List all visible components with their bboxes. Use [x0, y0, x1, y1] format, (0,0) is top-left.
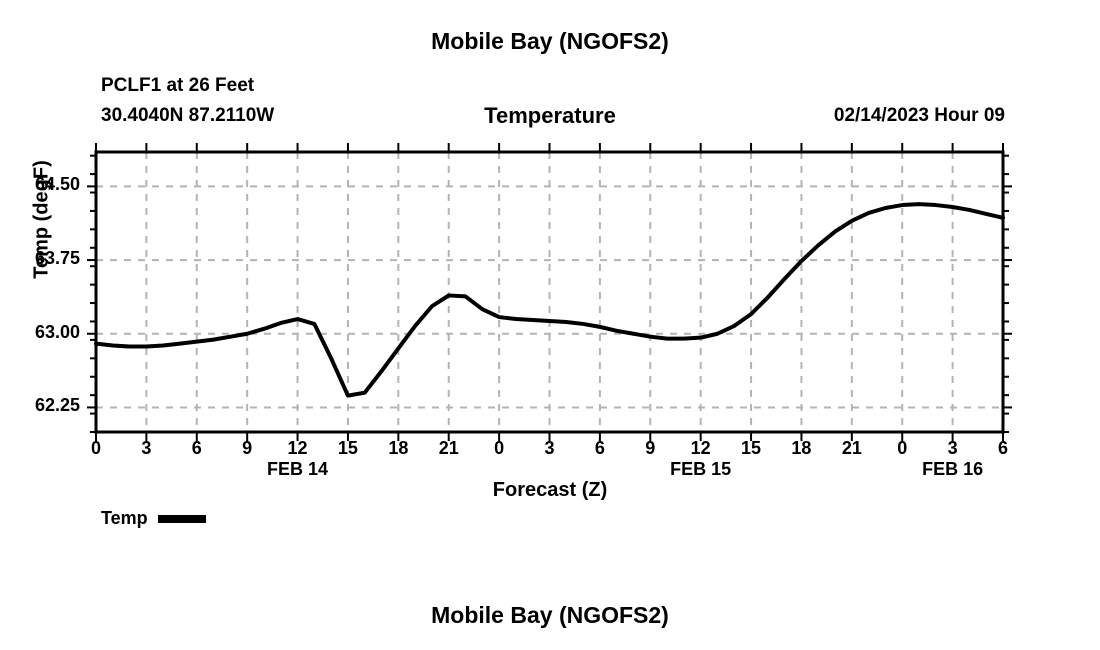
x-tick-label: 6 — [997, 438, 1008, 458]
x-tick-label: 15 — [741, 438, 762, 458]
x-tick-label: 3 — [141, 438, 152, 458]
chart-subtitle: Temperature — [484, 103, 616, 128]
x-tick-label: 18 — [388, 438, 409, 458]
y-tick-label: 62.25 — [34, 395, 80, 416]
x-tick-label: 0 — [90, 438, 101, 458]
x-tick-label: 3 — [544, 438, 555, 458]
y-tick-label: 63.75 — [34, 248, 80, 269]
y-tick-label: 64.50 — [34, 174, 80, 195]
x-tick-label: 12 — [287, 438, 308, 458]
station-coordinates: 30.4040N 87.2110W — [101, 105, 275, 126]
x-axis-label: Forecast (Z) — [492, 479, 608, 501]
chart-legend: Temp — [101, 508, 206, 529]
x-tick-label: 9 — [242, 438, 253, 458]
x-tick-label: 15 — [337, 438, 358, 458]
legend-line-swatch — [157, 514, 206, 523]
x-tick-label: 21 — [841, 438, 862, 458]
day-label: FEB 14 — [267, 459, 329, 479]
vertical-gridlines — [145, 152, 954, 432]
horizontal-gridlines — [96, 185, 1003, 409]
x-tick-label: 21 — [438, 438, 459, 458]
x-tick-label: 6 — [191, 438, 202, 458]
y-tick-label: 63.00 — [34, 321, 80, 342]
x-tick-label: 12 — [690, 438, 711, 458]
x-tick-label: 9 — [645, 438, 656, 458]
x-tick-label: 18 — [791, 438, 812, 458]
page-title-bottom: Mobile Bay (NGOFS2) — [431, 602, 669, 628]
temp-series-line — [94, 202, 1005, 398]
x-tick-label: 6 — [594, 438, 605, 458]
legend-series-label: Temp — [101, 508, 148, 528]
page-title-top: Mobile Bay (NGOFS2) — [431, 28, 669, 54]
x-tick-label: 3 — [947, 438, 958, 458]
plot-frame — [94, 150, 1005, 434]
x-tick-label: 0 — [897, 438, 908, 458]
model-run-timestamp: 02/14/2023 Hour 09 — [833, 105, 1005, 126]
x-tick-label: 0 — [494, 438, 505, 458]
station-name-depth: PCLF1 at 26 Feet — [101, 75, 255, 96]
day-label: FEB 16 — [922, 459, 984, 479]
day-label: FEB 15 — [670, 459, 732, 479]
